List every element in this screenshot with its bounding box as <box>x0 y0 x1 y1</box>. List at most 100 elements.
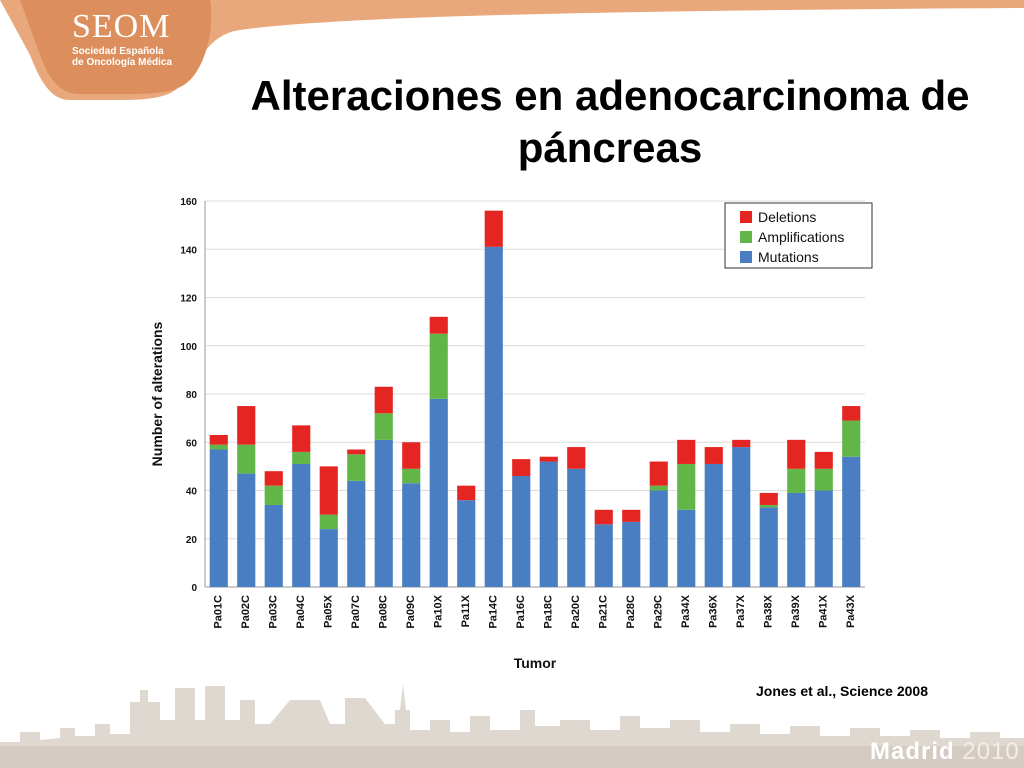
y-tick-label: 20 <box>186 535 198 546</box>
legend-label: Mutations <box>758 249 819 265</box>
y-tick-label: 0 <box>191 583 197 594</box>
bar-segment-mutations <box>457 500 476 587</box>
x-tick-label: Pa39X <box>790 594 802 628</box>
y-tick-label: 120 <box>180 294 197 305</box>
bar-segment-mutations <box>622 521 641 587</box>
footer-city-name: Madrid <box>870 738 955 765</box>
slide-title: Alteraciones en adenocarcinoma de páncre… <box>250 72 970 171</box>
bar-segment-amplifications <box>842 420 861 457</box>
y-tick-label: 80 <box>186 390 198 401</box>
footer-year: 2010 <box>962 738 1020 765</box>
bar-segment-deletions <box>512 459 531 477</box>
bar-segment-mutations <box>814 490 833 587</box>
bar-segment-deletions <box>677 439 696 464</box>
x-tick-label: Pa36X <box>708 594 720 628</box>
y-tick-label: 60 <box>186 438 198 449</box>
x-tick-label: Pa05X <box>323 594 335 628</box>
y-tick-label: 100 <box>180 342 197 353</box>
bar-segment-amplifications <box>787 468 806 493</box>
bar-segment-mutations <box>374 439 393 587</box>
bar-segment-mutations <box>512 476 531 587</box>
x-tick-label: Pa08C <box>378 595 390 629</box>
x-tick-label: Pa16C <box>515 595 527 629</box>
bar-segment-mutations <box>429 398 448 587</box>
y-tick-label: 160 <box>180 197 197 208</box>
logo-band <box>0 0 1024 100</box>
bar-segment-deletions <box>484 210 503 247</box>
legend-swatch <box>740 251 752 263</box>
footer-location: Madrid 2010 <box>870 738 1020 766</box>
x-tick-label: Pa37X <box>735 594 747 628</box>
bar-segment-mutations <box>594 524 613 587</box>
x-tick-label: Pa38X <box>763 594 775 628</box>
bar-segment-amplifications <box>209 444 228 450</box>
bar-segment-deletions <box>622 509 641 522</box>
bar-segment-mutations <box>347 480 366 587</box>
citation: Jones et al., Science 2008 <box>756 683 928 699</box>
bar-segment-mutations <box>539 461 558 587</box>
bar-segment-deletions <box>539 456 558 462</box>
bar-segment-mutations <box>209 449 228 587</box>
legend-label: Deletions <box>758 209 816 225</box>
logo-band-shape <box>0 0 1024 100</box>
legend-label: Amplifications <box>758 229 844 245</box>
x-tick-label: Pa01C <box>213 595 225 629</box>
chart-bars <box>209 210 861 587</box>
x-tick-label: Pa43X <box>845 594 857 628</box>
bar-segment-amplifications <box>237 444 256 474</box>
bar-segment-amplifications <box>649 485 668 491</box>
bar-segment-amplifications <box>677 463 696 510</box>
bar-segment-deletions <box>374 386 393 414</box>
x-tick-label: Pa04C <box>295 595 307 629</box>
logo-emblem-shape <box>20 0 212 94</box>
x-tick-label: Pa29C <box>653 595 665 629</box>
x-tick-label: Pa28C <box>625 595 637 629</box>
bar-segment-deletions <box>292 425 311 452</box>
bar-segment-deletions <box>787 439 806 469</box>
bar-segment-amplifications <box>319 514 338 530</box>
bar-segment-mutations <box>759 507 778 587</box>
bar-segment-deletions <box>237 406 256 445</box>
bar-segment-amplifications <box>347 454 366 481</box>
bar-segment-amplifications <box>264 485 283 505</box>
y-tick-label: 140 <box>180 245 197 256</box>
y-tick-labels: 0 20 40 60 80 100 120 140 160 <box>180 197 197 594</box>
bar-segment-mutations <box>649 490 668 587</box>
bar-segment-deletions <box>319 466 338 515</box>
bar-segment-deletions <box>402 442 421 469</box>
x-tick-label: Pa10X <box>433 594 445 628</box>
skyline-decoration <box>0 684 1024 768</box>
bar-segment-mutations <box>237 473 256 587</box>
chart-legend: Deletions Amplifications Mutations <box>724 202 873 269</box>
bar-segment-deletions <box>347 449 366 455</box>
bar-segment-deletions <box>209 435 228 445</box>
bar-segment-deletions <box>842 406 861 421</box>
bar-segment-deletions <box>567 447 586 469</box>
bar-segment-mutations <box>402 483 421 587</box>
bar-segment-amplifications <box>402 468 421 484</box>
x-tick-labels: Pa01C Pa02C Pa03C Pa04C Pa05X Pa07C Pa08C Pa09C… <box>213 594 858 628</box>
logo-name: SEOM <box>72 8 171 45</box>
bar-segment-deletions <box>649 461 668 486</box>
bar-segment-mutations <box>567 468 586 587</box>
bar-segment-amplifications <box>814 468 833 491</box>
bar-segment-mutations <box>787 492 806 587</box>
x-tick-label: Pa20C <box>570 595 582 629</box>
bar-segment-mutations <box>842 456 861 587</box>
bar-segment-deletions <box>264 471 283 486</box>
bar-segment-deletions <box>704 447 723 464</box>
bar-segment-deletions <box>732 439 751 448</box>
x-tick-label: Pa34X <box>680 594 692 628</box>
x-tick-label: Pa03C <box>268 595 280 629</box>
bar-segment-mutations <box>704 463 723 587</box>
bar-segment-amplifications <box>292 451 311 464</box>
bar-segment-mutations <box>677 509 696 587</box>
x-axis-label: Tumor <box>514 655 557 671</box>
bar-segment-mutations <box>264 504 283 587</box>
x-tick-label: Pa02C <box>240 595 252 629</box>
logo-subtitle-line1: Sociedad Española <box>72 46 164 57</box>
seom-logo: SEOM Sociedad Española de Oncología Médi… <box>72 8 172 68</box>
bar-segment-mutations <box>484 246 503 587</box>
x-tick-label: Pa14C <box>488 595 500 629</box>
